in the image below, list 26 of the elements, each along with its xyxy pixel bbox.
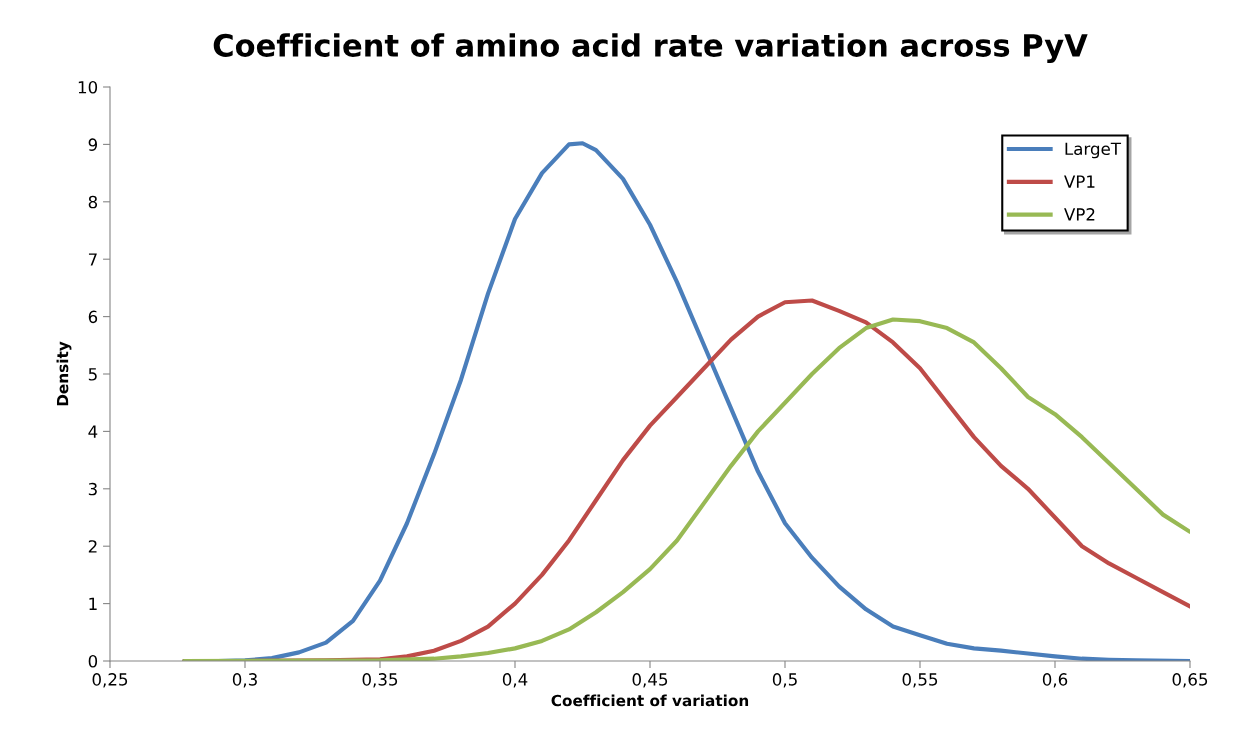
y-tick-label: 6 (88, 310, 98, 324)
x-tick-label: 0,55 (902, 673, 938, 688)
x-tick-label: 0,5 (772, 673, 797, 688)
x-tick-label: 0,3 (232, 673, 257, 688)
legend-label: VP1 (1064, 175, 1095, 188)
y-tick-label: 3 (88, 482, 97, 496)
x-tick-label: 0,4 (502, 673, 528, 688)
x-tick-label: 0,25 (92, 673, 128, 688)
y-tick-label: 8 (88, 195, 98, 209)
x-tick-label: 0,6 (1042, 673, 1068, 688)
y-tick-label: 9 (88, 138, 98, 151)
x-tick-label: 0,45 (632, 673, 668, 688)
x-tick-label: 0,65 (1172, 673, 1208, 688)
y-axis-title: Density (56, 341, 72, 406)
y-tick-label: 2 (88, 540, 97, 553)
x-tick-label: 0,35 (362, 673, 398, 688)
y-tick-label: 1 (89, 597, 97, 610)
legend-label: LargeT (1065, 142, 1122, 159)
y-tick-label: 0 (88, 654, 98, 668)
chart-title: Coefficient of amino acid rate variation across PyV (213, 33, 1088, 64)
x-axis-title: Coefficient of variation (551, 694, 749, 707)
y-tick-label: 10 (78, 80, 98, 94)
y-tick-label: 5 (88, 368, 97, 381)
y-tick-label: 7 (88, 253, 97, 266)
y-tick-label: 4 (88, 425, 98, 438)
legend-label: VP2 (1064, 208, 1095, 221)
